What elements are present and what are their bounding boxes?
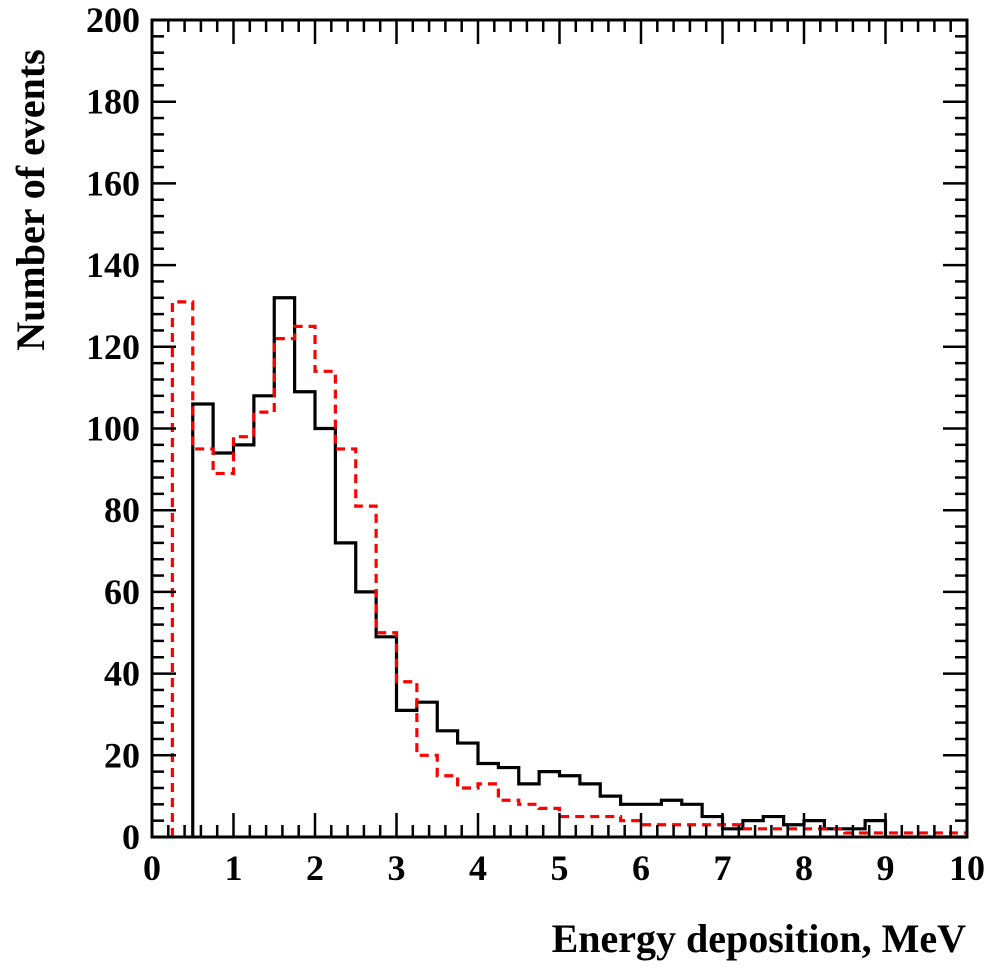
y-tick-label: 200 [86, 0, 140, 40]
x-tick-label: 4 [469, 848, 487, 888]
y-tick-label: 100 [86, 409, 140, 449]
y-axis-title: Number of events [8, 49, 53, 350]
x-tick-label: 0 [143, 848, 161, 888]
y-tick-label: 60 [104, 572, 140, 612]
y-tick-label: 180 [86, 82, 140, 122]
histogram-series-2 [170, 300, 967, 837]
y-tick-label: 80 [104, 490, 140, 530]
x-tick-label: 8 [795, 848, 813, 888]
x-tick-label: 10 [949, 848, 985, 888]
x-tick-label: 7 [714, 848, 732, 888]
x-axis-ticks [150, 20, 969, 837]
y-tick-label: 20 [104, 735, 140, 775]
x-tick-label: 3 [388, 848, 406, 888]
y-tick-label: 140 [86, 245, 140, 285]
x-tick-label: 5 [551, 848, 569, 888]
y-tick-label: 160 [86, 163, 140, 203]
x-axis-title: Energy deposition, MeV [552, 916, 967, 961]
y-axis-ticks [152, 18, 967, 839]
x-axis-tick-labels: 0 1 2 3 4 5 6 7 8 9 10 [143, 848, 985, 888]
x-tick-label: 6 [632, 848, 650, 888]
x-tick-label: 9 [877, 848, 895, 888]
x-tick-label: 2 [306, 848, 324, 888]
plot-content [170, 296, 967, 839]
y-axis-tick-labels: 0 20 40 60 80 100 120 140 160 180 200 [86, 0, 140, 857]
y-tick-label: 120 [86, 327, 140, 367]
histogram-series-1 [191, 296, 967, 839]
y-tick-label: 0 [122, 817, 140, 857]
x-tick-label: 1 [225, 848, 243, 888]
plot-frame [150, 18, 969, 839]
y-tick-label: 40 [104, 654, 140, 694]
